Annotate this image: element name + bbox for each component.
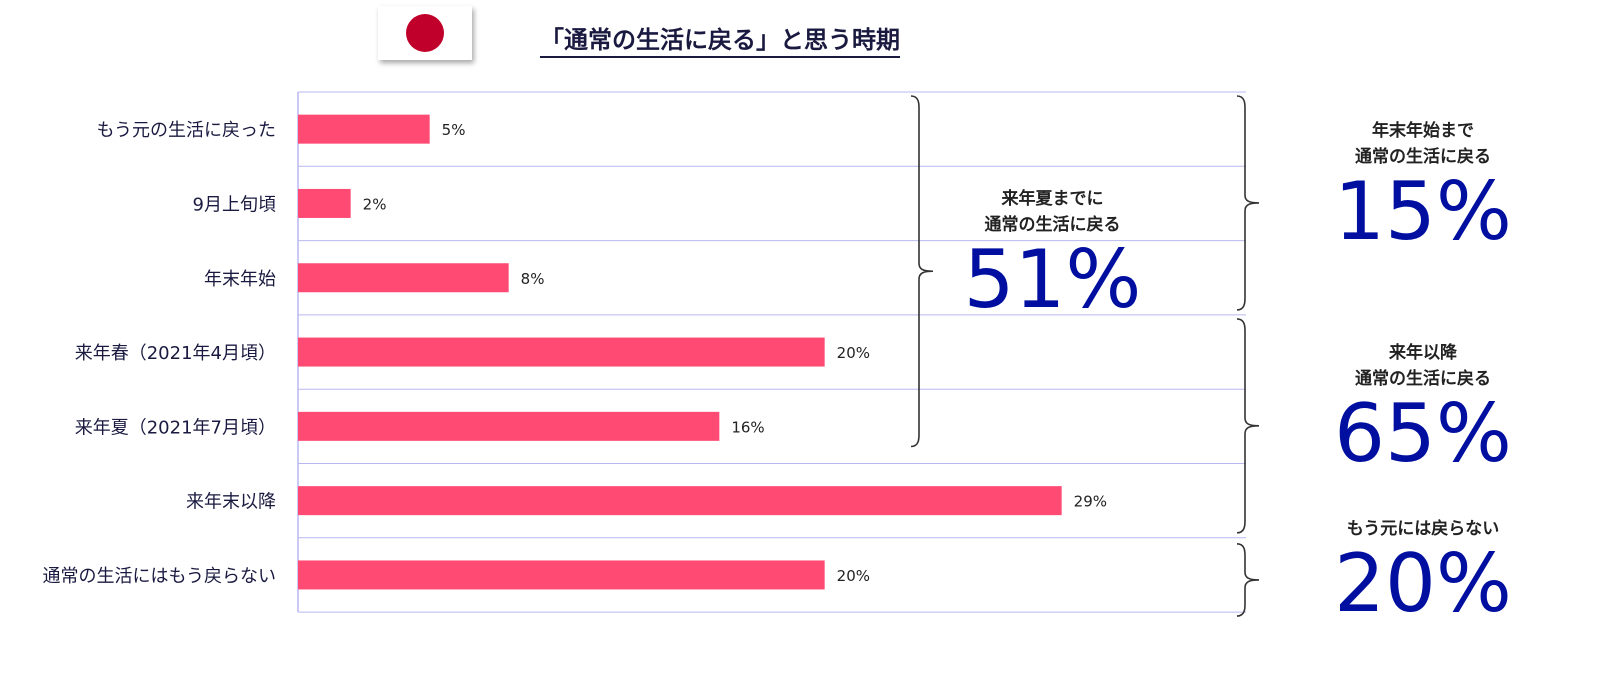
annotation-summer-value: 51% bbox=[963, 233, 1142, 326]
bar bbox=[298, 188, 351, 218]
annotation-never-value: 20% bbox=[1334, 537, 1512, 630]
annotation-after-next-year-line2: 通常の生活に戻る bbox=[1355, 369, 1491, 389]
chart-title: 「通常の生活に戻る」と思う時期 bbox=[540, 20, 900, 58]
category-label: 来年夏（2021年7月頃） bbox=[75, 417, 276, 438]
annotation-after-next-year-value: 65% bbox=[1334, 387, 1512, 480]
bar bbox=[298, 486, 1062, 516]
category-label: 来年末以降 bbox=[186, 492, 276, 513]
data-label: 20% bbox=[837, 567, 870, 585]
flag-disc bbox=[406, 14, 444, 52]
annotation-after-next-year-line1: 来年以降 bbox=[1389, 343, 1457, 363]
annotation-never-line1: もう元には戻らない bbox=[1346, 519, 1500, 539]
bar bbox=[298, 263, 509, 293]
brace-after-next-year bbox=[1236, 318, 1260, 534]
annotation-summer: 来年夏までに 通常の生活に戻る 51% bbox=[950, 186, 1155, 322]
data-label: 2% bbox=[363, 195, 387, 213]
annotation-year-end-value: 15% bbox=[1334, 165, 1512, 258]
annotation-never: もう元には戻らない 20% bbox=[1318, 516, 1528, 626]
bar bbox=[298, 560, 825, 590]
japan-flag bbox=[378, 6, 472, 60]
category-label: もう元の生活に戻った bbox=[97, 120, 276, 141]
brace-never bbox=[1236, 543, 1260, 617]
brace-year-end bbox=[1236, 95, 1260, 311]
data-label: 5% bbox=[442, 121, 466, 139]
annotation-year-end: 年末年始まで 通常の生活に戻る 15% bbox=[1318, 118, 1528, 254]
annotation-after-next-year: 来年以降 通常の生活に戻る 65% bbox=[1318, 340, 1528, 476]
data-label: 8% bbox=[521, 270, 545, 288]
data-label: 29% bbox=[1074, 493, 1107, 511]
bar bbox=[298, 114, 430, 144]
category-label: 年末年始 bbox=[204, 269, 276, 290]
bar bbox=[298, 411, 720, 441]
data-label: 20% bbox=[837, 344, 870, 362]
annotation-year-end-line2: 通常の生活に戻る bbox=[1355, 147, 1491, 167]
data-label: 16% bbox=[731, 418, 764, 436]
annotation-year-end-line1: 年末年始まで bbox=[1372, 121, 1474, 141]
brace-summer bbox=[910, 95, 934, 448]
category-label: 通常の生活にはもう戻らない bbox=[43, 566, 276, 587]
annotation-summer-line2: 通常の生活に戻る bbox=[984, 215, 1121, 235]
annotation-summer-line1: 来年夏までに bbox=[1001, 189, 1104, 209]
category-label: 来年春（2021年4月頃） bbox=[75, 343, 276, 364]
bar bbox=[298, 337, 825, 367]
category-label: 9月上旬頃 bbox=[193, 194, 276, 215]
